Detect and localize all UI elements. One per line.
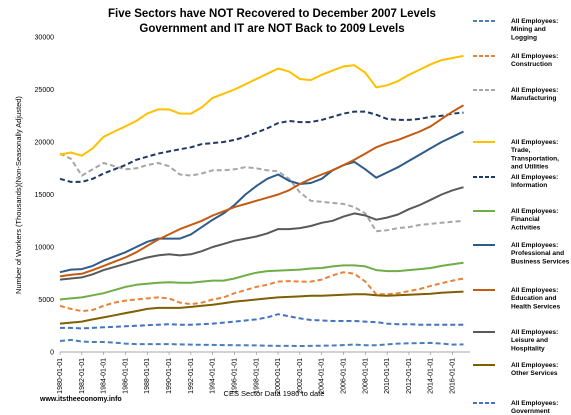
legend-label-9: All Employees: Other Services xyxy=(511,362,558,377)
legend-label-1: All Employees: Construction xyxy=(511,53,558,68)
x-tick-label: 1994-01-01 xyxy=(210,358,217,394)
x-tick-label: 1990-01-01 xyxy=(166,358,173,394)
series-line-4 xyxy=(59,110,464,183)
x-tick-label: 1996-01-01 xyxy=(231,358,238,394)
legend-label-4: All Employees: Information xyxy=(511,174,558,189)
y-axis-label: Number of Workers (Thousands)(Non-Season… xyxy=(14,96,23,294)
series-line-3 xyxy=(59,54,464,157)
legend-label-0: All Employees: Mining and Logging xyxy=(511,18,558,41)
legend-label-5: All Employees: Financial Activities xyxy=(511,208,558,231)
x-tick-label: 2014-01-01 xyxy=(428,358,435,394)
legend-label-8: All Employees: Leisure and Hospitality xyxy=(511,329,558,352)
y-tick-label: 20000 xyxy=(35,140,55,147)
series-line-0 xyxy=(59,338,464,347)
series-line-10 xyxy=(60,313,464,330)
x-tick-label: 1992-01-01 xyxy=(188,358,195,394)
x-tick-label: 2000-01-01 xyxy=(275,358,282,394)
legend-label-2: All Employees: Manufacturing xyxy=(511,87,558,102)
axes: 0 5000 10000 15000 20000 25000 30000 1980-01-01… xyxy=(35,35,470,394)
y-tick-label: 25000 xyxy=(35,87,55,94)
x-tick-label: 2002-01-01 xyxy=(297,358,304,394)
y-tick-label: 15000 xyxy=(35,192,55,199)
x-tick-label: 2012-01-01 xyxy=(406,358,413,394)
legend-label-10: All Employees: Government xyxy=(511,400,558,415)
series-line-6 xyxy=(59,130,464,274)
series-line-2 xyxy=(59,152,464,233)
chart-title: Five Sectors have NOT Recovered to Decem… xyxy=(108,8,436,20)
legend: All Employees: Mining and Logging All Emplo… xyxy=(473,18,570,415)
x-tick-label: 1980-01-01 xyxy=(57,358,64,394)
x-axis-label: CES Sector Data 1980 to date xyxy=(224,389,325,398)
y-tick-label: 5000 xyxy=(38,297,54,304)
series-lines xyxy=(59,54,465,347)
x-tick-label: 2006-01-01 xyxy=(341,358,348,394)
y-tick-label: 30000 xyxy=(35,35,55,42)
legend-label-3: All Employees: Trade, Transportation, and U… xyxy=(511,139,559,171)
series-line-5 xyxy=(59,261,464,301)
y-tick-label: 0 xyxy=(50,350,54,357)
y-tick-label: 10000 xyxy=(35,245,55,252)
series-line-1 xyxy=(59,271,464,313)
x-tick-label: 1988-01-01 xyxy=(144,358,151,394)
x-tick-label: 1984-01-01 xyxy=(101,358,108,394)
x-tick-label: 1986-01-01 xyxy=(122,358,129,394)
x-tick-label: 1998-01-01 xyxy=(253,358,260,394)
chart-subtitle: Government and IT are NOT Back to 2009 L… xyxy=(139,23,404,35)
series-line-9 xyxy=(59,290,464,325)
x-tick-label: 2016-01-01 xyxy=(450,358,457,394)
x-tick-label: 1982-01-01 xyxy=(79,358,86,394)
x-tick-label: 2004-01-01 xyxy=(319,358,326,394)
series-line-8 xyxy=(59,186,464,281)
legend-label-6: All Employees: Professional and Business S… xyxy=(511,242,570,265)
x-tick-label: 2008-01-01 xyxy=(362,358,369,394)
source-credit: www.itstheeconomy.info xyxy=(39,396,122,403)
x-tick-label: 2010-01-01 xyxy=(384,358,391,394)
series-line-7 xyxy=(59,104,465,278)
legend-label-7: All Employees: Education and Health Servic… xyxy=(511,287,560,310)
